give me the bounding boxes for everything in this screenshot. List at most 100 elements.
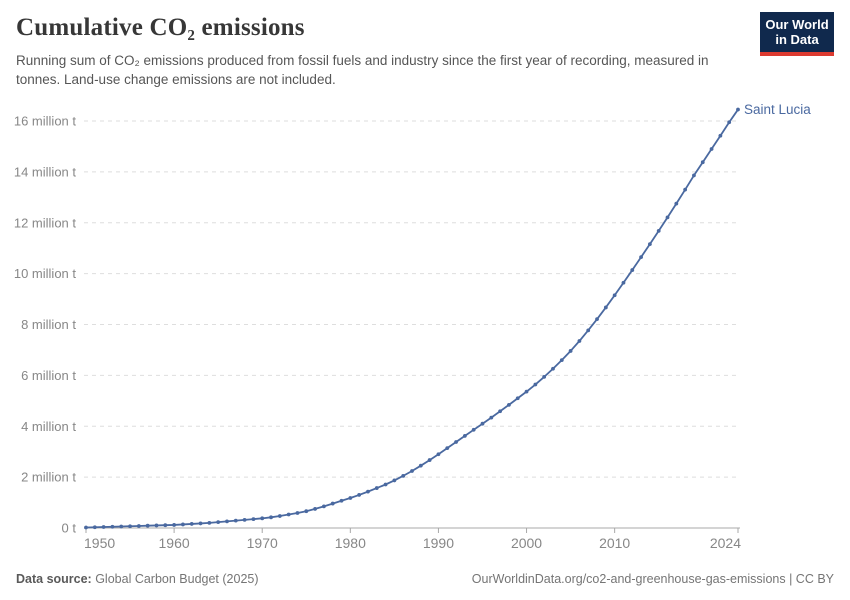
- data-point: [586, 328, 591, 333]
- data-point: [207, 521, 212, 525]
- data-point: [630, 268, 635, 272]
- data-point: [286, 512, 291, 517]
- x-axis-tick-label: 1960: [159, 535, 190, 551]
- data-point: [454, 440, 458, 444]
- data-point: [462, 434, 467, 438]
- data-point: [216, 520, 221, 525]
- data-point: [489, 415, 494, 420]
- data-point: [374, 486, 379, 490]
- data-point: [709, 147, 714, 151]
- data-point: [524, 389, 529, 394]
- y-axis-tick-label: 6 million t: [21, 368, 76, 383]
- data-point: [242, 517, 247, 522]
- chart-subtitle: Running sum of CO₂ emissions produced fr…: [16, 53, 709, 88]
- logo-line-2: in Data: [775, 32, 819, 48]
- y-axis-tick-label: 12 million t: [14, 215, 77, 230]
- data-point: [410, 469, 414, 473]
- data-point: [269, 515, 273, 520]
- data-point: [251, 517, 256, 521]
- data-point: [736, 107, 740, 112]
- y-axis-tick-label: 2 million t: [21, 470, 76, 485]
- data-point: [401, 473, 406, 478]
- data-point: [304, 509, 309, 514]
- x-axis-tick-label: 1990: [423, 535, 454, 551]
- license-note[interactable]: OurWorldinData.org/co2-and-greenhouse-ga…: [471, 572, 834, 586]
- data-point: [383, 482, 388, 487]
- data-point: [656, 228, 661, 233]
- data-point: [683, 187, 688, 192]
- x-axis-tick-label: 1980: [335, 535, 366, 551]
- data-source-label: Data source:: [16, 572, 92, 586]
- data-point: [445, 446, 450, 451]
- data-point: [172, 523, 177, 527]
- data-point: [692, 173, 696, 178]
- data-point: [515, 396, 520, 401]
- data-point: [321, 504, 326, 509]
- data-point: [101, 525, 106, 529]
- data-point: [647, 242, 652, 247]
- data-point: [198, 521, 203, 526]
- x-axis-tick-label: 2024: [710, 535, 741, 551]
- data-point: [154, 523, 159, 528]
- data-point: [542, 375, 547, 379]
- data-point: [392, 478, 397, 483]
- data-point: [674, 201, 679, 206]
- data-point: [612, 293, 617, 298]
- page-title: Cumulative CO₂ emissions: [16, 14, 305, 41]
- data-point: [163, 523, 168, 528]
- data-point: [665, 215, 670, 220]
- data-point: [507, 402, 511, 407]
- data-point: [727, 120, 732, 125]
- data-point: [366, 489, 370, 494]
- data-point: [700, 160, 705, 165]
- series-entity-label: Saint Lucia: [744, 102, 811, 117]
- data-point: [277, 514, 282, 518]
- chart-footer: Data source: Global Carbon Budget (2025)…: [16, 572, 834, 586]
- data-point: [471, 427, 476, 432]
- data-point: [498, 409, 503, 414]
- y-axis-tick-label: 4 million t: [21, 419, 76, 434]
- data-point: [260, 516, 265, 521]
- data-source-note: Data source: Global Carbon Budget (2025): [16, 572, 259, 586]
- data-point: [577, 339, 582, 343]
- data-point: [559, 358, 564, 363]
- x-axis-tick-label: 2010: [599, 535, 630, 551]
- data-point: [110, 524, 115, 529]
- data-point: [330, 501, 335, 506]
- x-axis-tick-label: 1950: [84, 535, 115, 551]
- data-point: [119, 524, 124, 529]
- data-point: [225, 519, 229, 524]
- y-axis-tick-label: 0 t: [62, 521, 77, 536]
- data-point: [233, 518, 238, 523]
- data-point: [136, 524, 141, 528]
- data-point: [427, 458, 432, 462]
- data-point: [339, 498, 344, 503]
- data-point: [145, 523, 150, 528]
- data-point: [718, 133, 723, 138]
- y-axis-tick-label: 10 million t: [14, 266, 77, 281]
- data-point: [568, 349, 573, 353]
- data-point: [595, 317, 599, 322]
- data-point: [181, 522, 185, 527]
- owid-logo[interactable]: Our World in Data: [760, 12, 834, 56]
- chart-header: Cumulative CO₂ emissions Our World in Da…: [16, 12, 834, 89]
- data-point: [313, 507, 317, 511]
- data-point: [92, 525, 97, 530]
- data-point: [295, 511, 300, 515]
- data-point: [418, 463, 423, 468]
- y-axis-tick-label: 8 million t: [21, 317, 76, 332]
- data-point: [480, 421, 485, 426]
- data-point: [603, 305, 608, 310]
- x-axis-tick-label: 1970: [247, 535, 278, 551]
- y-axis-tick-label: 16 million t: [14, 114, 77, 129]
- data-source-value: Global Carbon Budget (2025): [91, 572, 259, 586]
- x-axis-tick-label: 2000: [511, 535, 542, 551]
- data-point: [533, 382, 538, 387]
- logo-line-1: Our World: [765, 17, 829, 32]
- y-axis-tick-label: 14 million t: [14, 164, 77, 179]
- data-point: [436, 452, 441, 457]
- data-point: [621, 280, 626, 285]
- data-point: [128, 524, 132, 529]
